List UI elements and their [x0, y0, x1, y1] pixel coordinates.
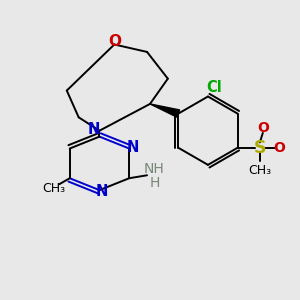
- Text: CH₃: CH₃: [248, 164, 272, 177]
- Text: O: O: [273, 141, 285, 155]
- Text: N: N: [127, 140, 139, 154]
- Text: CH₃: CH₃: [42, 182, 65, 195]
- Text: H: H: [149, 176, 160, 190]
- Text: NH: NH: [144, 162, 165, 176]
- Text: S: S: [254, 139, 266, 157]
- Text: O: O: [257, 122, 269, 136]
- Polygon shape: [150, 104, 180, 117]
- Text: N: N: [88, 122, 100, 137]
- Text: O: O: [108, 34, 121, 49]
- Text: Cl: Cl: [206, 80, 222, 95]
- Text: N: N: [96, 184, 108, 199]
